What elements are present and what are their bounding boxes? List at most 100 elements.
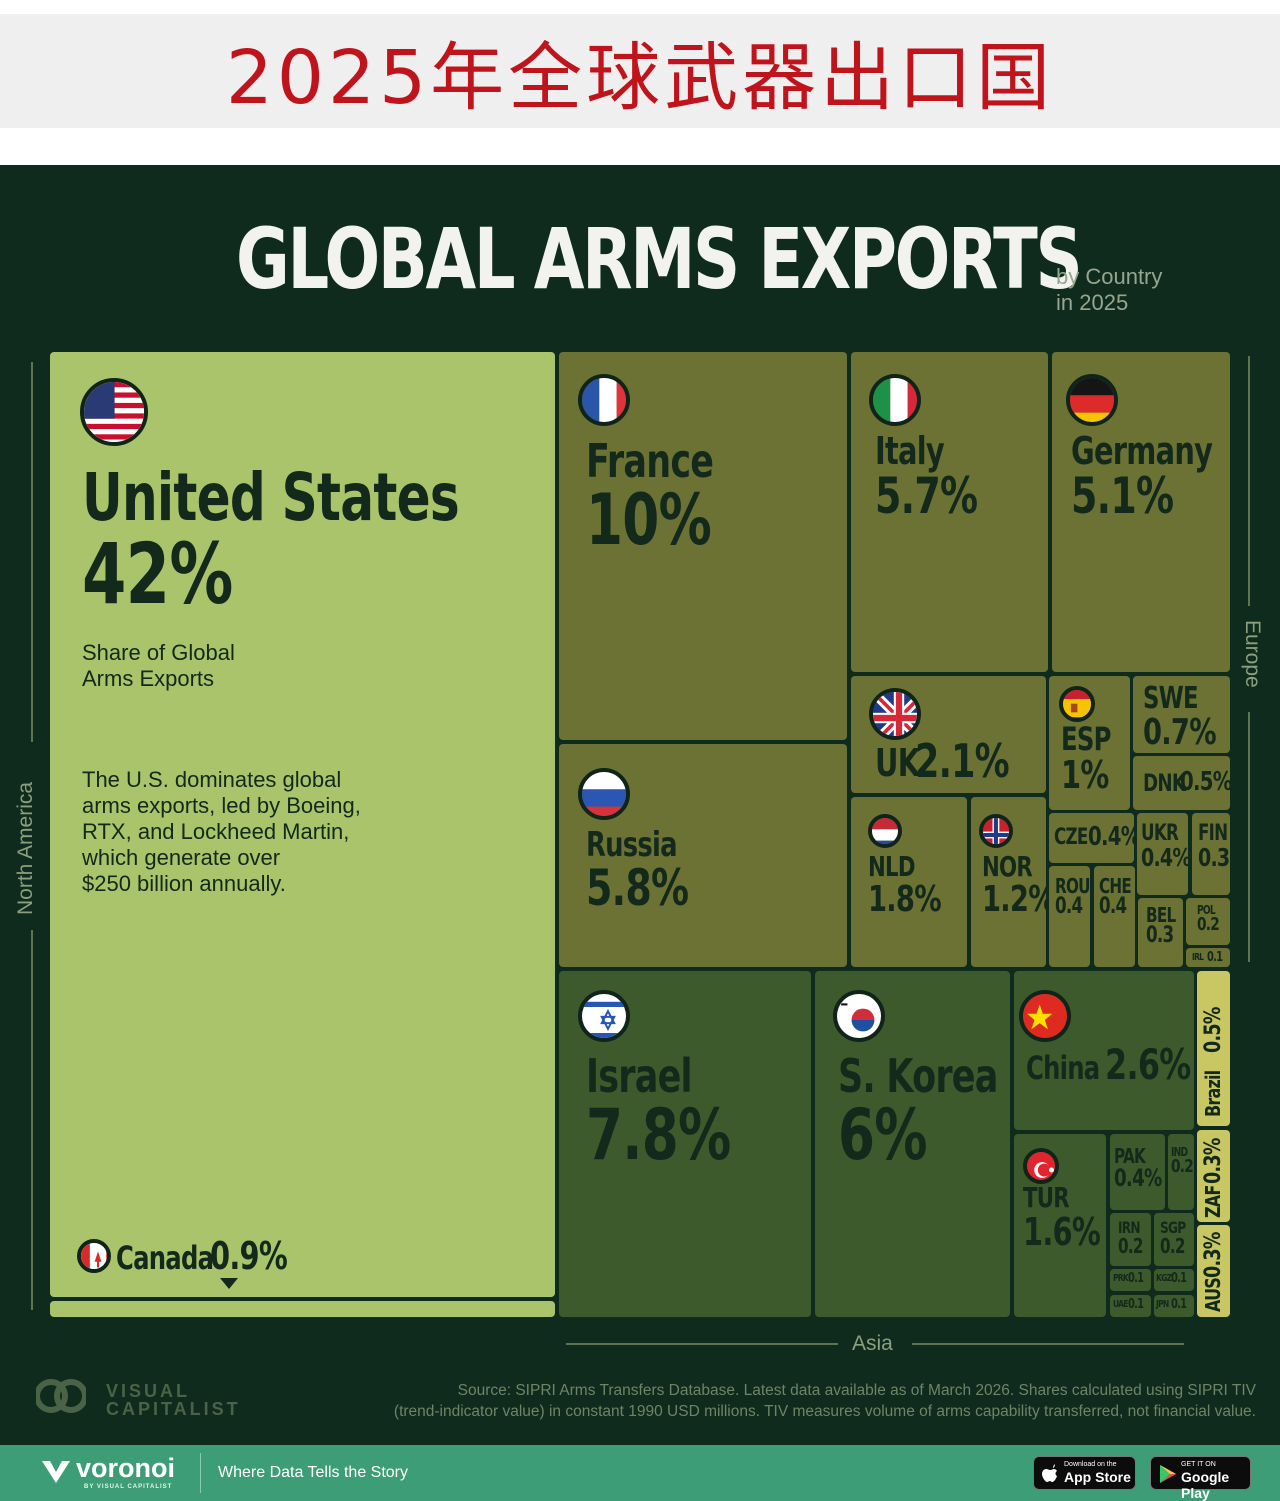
europe-rule-top xyxy=(1248,356,1250,606)
flag-nl-icon xyxy=(868,814,902,848)
us-description-line: RTX, and Lockheed Martin, xyxy=(82,819,350,844)
country-name-sgp: SGP xyxy=(1160,1218,1186,1237)
country-name-pak: PAK xyxy=(1114,1144,1146,1168)
flag-us-icon xyxy=(80,378,148,446)
country-share-fin: 0.3 xyxy=(1198,843,1230,873)
country-share-pak: 0.4% xyxy=(1114,1164,1162,1193)
country-share-bra: 0.5% xyxy=(1201,1007,1226,1054)
country-name-kor: S. Korea xyxy=(838,1049,998,1103)
country-share-dnk: 0.5% xyxy=(1179,767,1233,797)
tile-can xyxy=(50,1301,555,1317)
country-share-rou: 0.4 xyxy=(1055,894,1083,920)
tile-kgz xyxy=(1154,1269,1194,1291)
voronoi-wordmark[interactable]: voronoi xyxy=(76,1453,175,1483)
flag-kr-icon xyxy=(833,990,885,1042)
country-share-can: 0.9% xyxy=(210,1234,288,1278)
flag-fr-icon xyxy=(578,374,630,426)
country-name-uk: UK xyxy=(875,741,920,786)
north-america-rule-top xyxy=(31,362,33,742)
region-label-asia: Asia xyxy=(852,1332,893,1355)
app-store-small: Download on the xyxy=(1064,1461,1117,1468)
country-name-uae: UAE xyxy=(1113,1299,1129,1311)
tile-irl xyxy=(1186,948,1230,967)
country-name-jpn: JPN xyxy=(1156,1299,1169,1311)
country-name-fra: France xyxy=(586,434,714,488)
country-share-uk: 2.1% xyxy=(915,734,1010,788)
country-name-bel: BEL xyxy=(1146,903,1176,927)
country-share-sgp: 0.2 xyxy=(1160,1234,1185,1259)
country-name-chn: China xyxy=(1026,1049,1100,1087)
country-share-irl: 0.1 xyxy=(1207,950,1223,965)
flag-de-icon xyxy=(1066,374,1118,426)
tile-jpn xyxy=(1154,1295,1194,1317)
source-line-1: Source: SIPRI Arms Transfers Database. L… xyxy=(457,1382,1256,1399)
tile-rou xyxy=(1049,866,1090,967)
country-share-nor: 1.2% xyxy=(982,878,1056,920)
tile-bel xyxy=(1138,898,1183,967)
country-share-irn: 0.2 xyxy=(1118,1234,1143,1259)
country-share-kor: 6% xyxy=(838,1093,928,1176)
tile-fin xyxy=(1192,813,1230,895)
country-name-pol: POL xyxy=(1197,903,1216,917)
country-share-rus: 5.8% xyxy=(586,858,689,917)
source-note: Source: SIPRI Arms Transfers Database. L… xyxy=(276,1380,1256,1422)
country-name-cze: CZE xyxy=(1054,825,1088,851)
play-icon xyxy=(1160,1465,1176,1483)
country-share-swe: 0.7% xyxy=(1143,711,1217,753)
app-store-label: App Store xyxy=(1064,1469,1131,1485)
country-name-ita: Italy xyxy=(875,429,945,473)
tile-aus xyxy=(1197,1225,1230,1317)
apple-icon xyxy=(1042,1464,1057,1482)
country-share-tur: 1.6% xyxy=(1023,1209,1101,1254)
app-store-badge[interactable]: Download on the App Store xyxy=(1033,1456,1136,1490)
country-name-ind: IND xyxy=(1171,1145,1188,1159)
country-share-pol: 0.2 xyxy=(1197,914,1220,936)
tile-che xyxy=(1094,866,1135,967)
us-share-caption-line-1: Share of Global xyxy=(82,640,235,665)
country-share-ind: 0.2 xyxy=(1171,1156,1194,1178)
country-name-nld: NLD xyxy=(868,850,916,883)
country-name-ukr: UKR xyxy=(1141,821,1179,846)
us-share-caption-line-2: Arms Exports xyxy=(82,666,215,691)
country-name-dnk: DNK xyxy=(1143,768,1186,797)
tile-dnk xyxy=(1133,756,1230,810)
north-america-rule-bottom xyxy=(31,930,33,1310)
chart-title: GLOBAL ARMS EXPORTS xyxy=(236,210,1083,308)
country-share-bel: 0.3 xyxy=(1146,923,1174,949)
country-name-can: Canada xyxy=(116,1238,214,1277)
country-name-che: CHE xyxy=(1099,874,1132,898)
country-share-prk: 0.1 xyxy=(1128,1271,1144,1286)
us-description-line: The U.S. dominates global xyxy=(82,767,342,792)
tile-sgp xyxy=(1154,1213,1194,1266)
country-share-cze: 0.4% xyxy=(1087,822,1141,852)
country-name-aus: AUS xyxy=(1201,1277,1225,1312)
flag-tr-icon xyxy=(1023,1148,1059,1184)
country-share-isr: 7.8% xyxy=(586,1093,731,1176)
canada-pointer-icon xyxy=(220,1278,238,1289)
chinese-title-banner: 2025年全球武器出口国 xyxy=(0,14,1280,128)
country-name-irn: IRN xyxy=(1118,1218,1141,1237)
country-name-deu: Germany xyxy=(1071,429,1213,473)
country-name-us: United States xyxy=(82,459,460,536)
tile-pol xyxy=(1186,898,1230,945)
asia-rule-left xyxy=(566,1343,838,1345)
flag-ru-icon xyxy=(578,768,630,820)
country-name-isr: Israel xyxy=(586,1049,693,1103)
subtitle-line-1: by Country xyxy=(1056,264,1163,289)
country-share-zaf: 0.3% xyxy=(1201,1138,1226,1185)
country-share-ukr: 0.4% xyxy=(1141,843,1191,873)
flag-cn-icon xyxy=(1019,990,1071,1042)
tile-zaf xyxy=(1197,1130,1230,1222)
flag-ca-icon xyxy=(77,1239,111,1273)
google-play-badge[interactable]: GET IT ON Google Play xyxy=(1150,1456,1251,1501)
tagline: Where Data Tells the Story xyxy=(218,1464,409,1481)
country-name-bra: Brazil xyxy=(1201,1070,1225,1117)
country-name-fin: FIN xyxy=(1198,821,1228,846)
flag-il-icon xyxy=(578,990,630,1042)
chart-subtitle: by Country in 2025 xyxy=(1056,264,1162,316)
tile-uae xyxy=(1110,1295,1151,1317)
country-share-deu: 5.1% xyxy=(1071,466,1174,525)
us-description-line: $250 billion annually. xyxy=(82,871,286,896)
country-name-esp: ESP xyxy=(1061,720,1111,758)
country-name-tur: TUR xyxy=(1023,1181,1070,1214)
